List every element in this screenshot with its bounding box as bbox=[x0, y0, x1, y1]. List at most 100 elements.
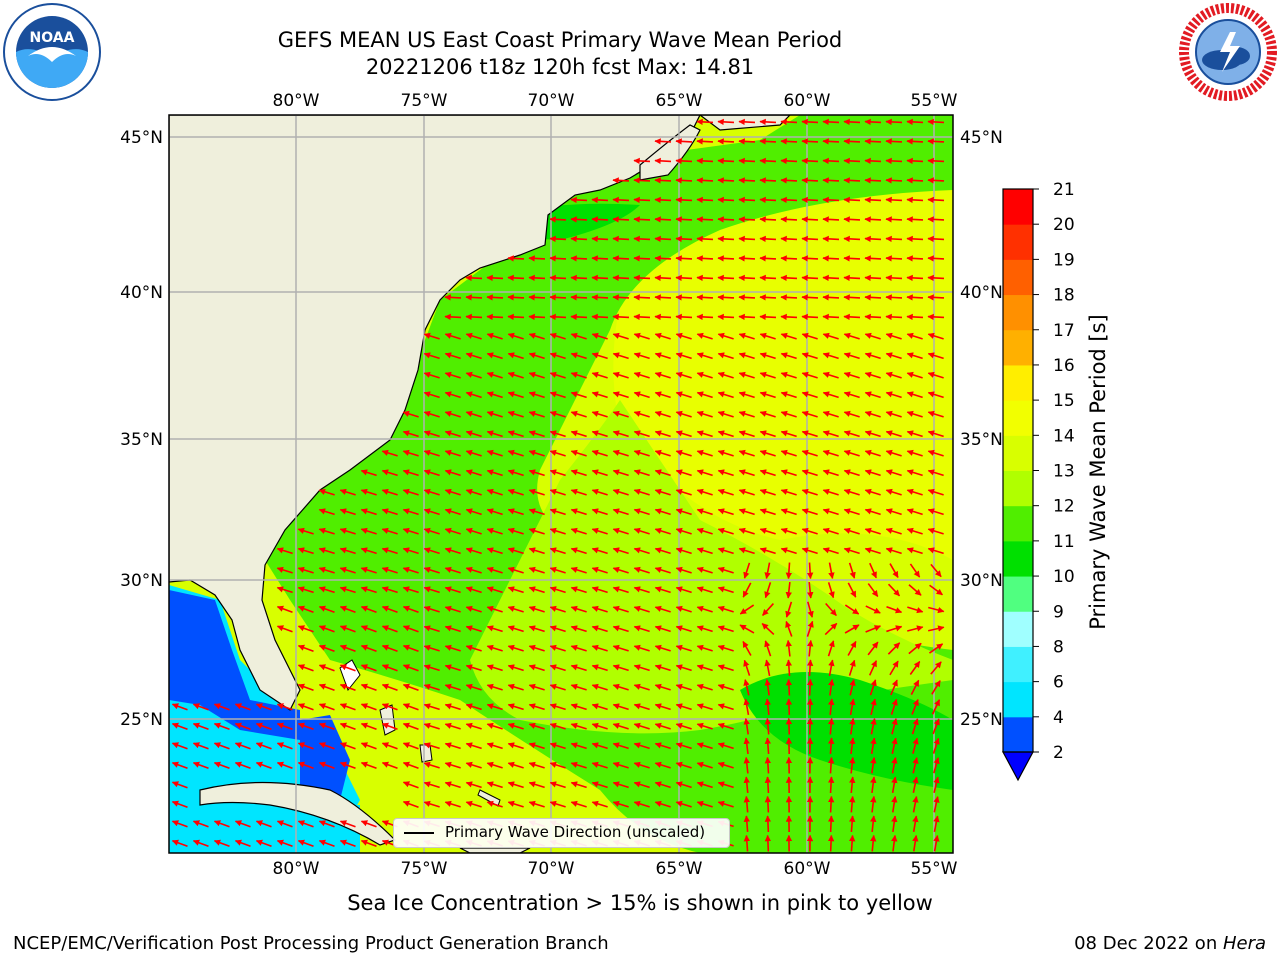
wave-vector bbox=[549, 664, 566, 672]
wave-vector bbox=[297, 761, 314, 769]
wave-vector bbox=[633, 196, 651, 204]
wave-vector bbox=[297, 664, 314, 672]
wave-vector bbox=[885, 469, 902, 477]
wave-vector bbox=[318, 586, 335, 594]
lat-tick-label: 30°N bbox=[960, 571, 1003, 591]
wave-vector bbox=[570, 371, 587, 379]
wave-vector bbox=[612, 488, 629, 496]
wave-vector bbox=[865, 625, 881, 633]
wave-vector bbox=[486, 664, 503, 672]
wave-vector bbox=[654, 800, 671, 808]
wave-vector bbox=[255, 820, 272, 828]
wave-vector bbox=[849, 776, 856, 794]
wave-vector bbox=[717, 644, 734, 652]
wave-vector bbox=[633, 274, 651, 282]
wave-vector bbox=[570, 313, 588, 321]
wave-vector bbox=[465, 469, 482, 477]
colorbar-segment bbox=[1003, 646, 1033, 683]
wave-vector bbox=[591, 683, 608, 691]
wave-vector bbox=[828, 717, 835, 735]
wave-vector bbox=[381, 703, 398, 711]
noaa-logo-text: NOAA bbox=[30, 30, 75, 46]
wave-vector bbox=[297, 605, 314, 613]
wave-vector bbox=[465, 488, 482, 496]
wave-vector bbox=[633, 391, 650, 399]
wave-vector bbox=[486, 742, 503, 750]
wave-vector bbox=[759, 274, 777, 282]
wave-vector bbox=[822, 508, 839, 516]
wave-vector bbox=[864, 410, 881, 418]
wave-vector bbox=[908, 584, 922, 596]
wave-vector bbox=[423, 508, 440, 516]
wave-vector bbox=[801, 391, 818, 399]
wave-vector bbox=[886, 625, 903, 633]
wave-vector bbox=[801, 527, 818, 535]
wave-vector bbox=[528, 332, 545, 340]
wave-vector bbox=[801, 313, 819, 321]
wave-vector bbox=[675, 274, 693, 282]
wave-vector bbox=[423, 352, 440, 360]
wave-vector bbox=[739, 604, 755, 615]
wave-vector bbox=[402, 469, 419, 477]
wave-vector bbox=[696, 391, 713, 399]
wave-vector bbox=[570, 332, 587, 340]
wave-vector bbox=[891, 737, 898, 754]
wave-vector bbox=[822, 294, 840, 301]
wave-vector bbox=[360, 742, 377, 750]
wave-vector bbox=[570, 703, 587, 711]
wave-vector bbox=[675, 488, 692, 496]
wave-vector bbox=[570, 527, 587, 535]
wave-vector bbox=[822, 196, 840, 204]
wave-vector bbox=[912, 737, 919, 754]
wave-vector bbox=[654, 605, 671, 613]
wave-vector bbox=[738, 235, 756, 243]
wave-vector bbox=[549, 294, 567, 301]
wave-vector bbox=[822, 177, 840, 184]
wave-vector bbox=[807, 639, 814, 657]
wave-vector bbox=[738, 410, 755, 418]
wave-vector bbox=[885, 313, 903, 321]
wave-vector bbox=[528, 742, 545, 750]
wave-vector bbox=[738, 118, 756, 126]
wave-vector bbox=[675, 586, 692, 594]
wave-vector bbox=[885, 488, 902, 496]
colorbar-tick-label: 12 bbox=[1053, 497, 1075, 517]
wave-vector bbox=[717, 547, 734, 555]
wave-vector bbox=[738, 138, 756, 145]
wave-vector bbox=[591, 703, 608, 711]
wave-vector bbox=[654, 781, 671, 789]
wave-vector bbox=[675, 508, 692, 516]
wave-vector bbox=[654, 255, 672, 262]
wave-vector bbox=[360, 820, 377, 828]
wave-vector bbox=[486, 274, 504, 282]
wave-vector bbox=[675, 157, 693, 165]
wave-vector bbox=[864, 255, 882, 262]
wave-vector bbox=[843, 255, 861, 262]
wave-vector bbox=[743, 717, 750, 735]
wave-vector bbox=[864, 547, 881, 555]
wave-vector bbox=[402, 410, 419, 418]
wave-vector bbox=[276, 839, 293, 847]
wave-vector bbox=[801, 118, 819, 126]
wave-vector bbox=[423, 410, 440, 418]
wave-vector bbox=[675, 332, 692, 340]
map-frame bbox=[168, 114, 954, 854]
wave-vector bbox=[570, 800, 587, 808]
wave-vector bbox=[780, 508, 797, 516]
wave-vector bbox=[528, 781, 545, 789]
wave-vector bbox=[339, 566, 356, 574]
wave-vector bbox=[869, 679, 877, 696]
wave-vector bbox=[864, 216, 882, 223]
wave-vector bbox=[213, 761, 230, 769]
wave-vector bbox=[717, 352, 734, 360]
lon-tick-label: 55°W bbox=[911, 859, 958, 879]
wave-vector bbox=[885, 216, 903, 223]
wave-vector bbox=[360, 469, 377, 477]
wave-vector bbox=[738, 294, 756, 301]
wave-vector bbox=[696, 469, 713, 477]
wave-vector bbox=[759, 488, 776, 496]
wave-vector bbox=[868, 660, 878, 676]
wave-vector bbox=[465, 800, 482, 808]
wave-vector bbox=[822, 469, 839, 477]
wave-vector bbox=[827, 737, 835, 755]
